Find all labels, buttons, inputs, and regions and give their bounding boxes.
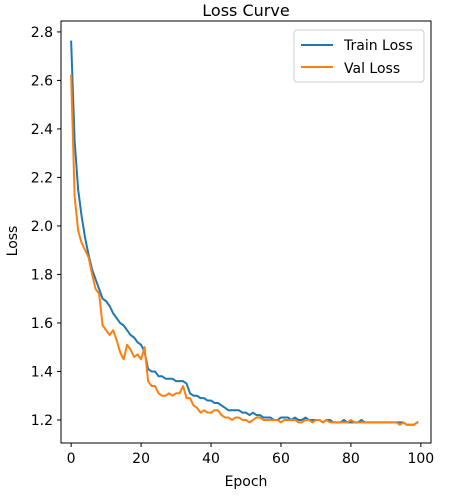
x-tick-label: 100 — [407, 451, 434, 467]
legend-box — [293, 29, 425, 83]
legend: Train Loss Val Loss — [293, 29, 425, 83]
y-tick-label: 2.6 — [31, 73, 53, 89]
legend-label-val-loss: Val Loss — [344, 61, 400, 77]
y-tick-label: 2.0 — [31, 219, 53, 235]
x-axis-label: Epoch — [225, 474, 268, 490]
y-axis-label: Loss — [5, 226, 21, 257]
y-tick-label: 1.6 — [31, 316, 53, 332]
ticks-layer: 0 20 40 60 80 100 1.2 1.4 1.6 1.8 2.0 2.2 2.4 2.6 2.8 — [31, 25, 434, 467]
y-tick-label: 1.2 — [31, 413, 53, 429]
x-tick-label: 60 — [272, 451, 290, 467]
series-layer — [70, 40, 419, 426]
y-tick-label: 1.4 — [31, 364, 53, 380]
series-line-val-loss — [70, 74, 419, 426]
chart-title: Loss Curve — [202, 1, 289, 20]
x-tick-label: 40 — [202, 451, 220, 467]
x-tick-label: 20 — [132, 451, 150, 467]
plot-frame — [60, 20, 432, 444]
series-line-train-loss — [70, 40, 419, 426]
x-tick-label: 80 — [342, 451, 360, 467]
y-tick-label: 2.4 — [31, 122, 53, 138]
legend-label-train-loss: Train Loss — [343, 38, 413, 54]
y-tick-label: 1.8 — [31, 267, 53, 283]
y-tick-label: 2.2 — [31, 170, 53, 186]
x-tick-label: 0 — [67, 451, 76, 467]
y-tick-label: 2.8 — [31, 25, 53, 41]
